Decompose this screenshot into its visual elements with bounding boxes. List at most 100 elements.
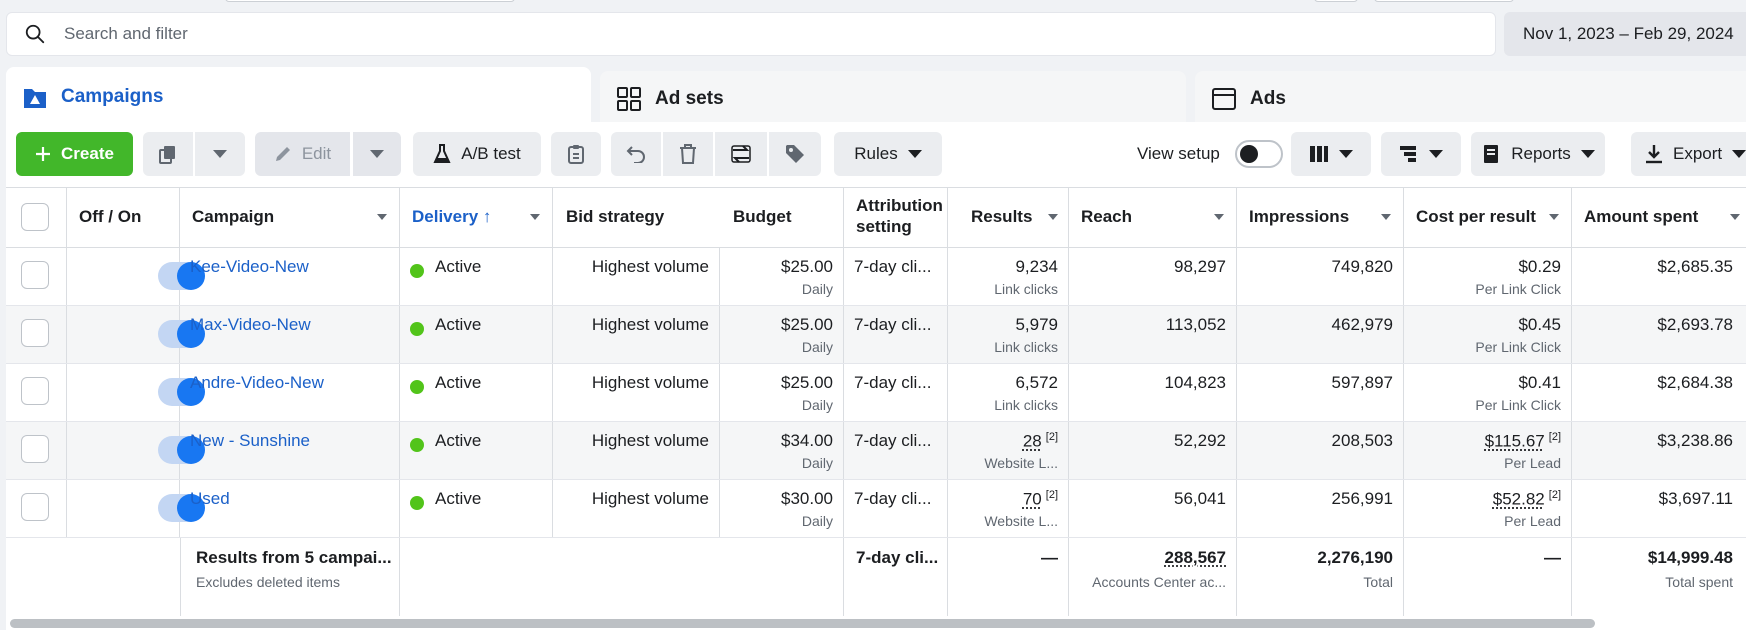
- col-budget[interactable]: Budget: [720, 188, 844, 247]
- trash-icon: [680, 144, 696, 164]
- col-label: Results: [971, 207, 1033, 226]
- col-cost-per-result[interactable]: Cost per result: [1404, 188, 1572, 247]
- footer-cost-cell: —: [1404, 538, 1572, 616]
- row-checkbox[interactable]: [21, 261, 49, 289]
- budget-cell[interactable]: $34.00 Daily: [720, 422, 844, 479]
- campaign-name-link[interactable]: Max-Video-New: [190, 315, 311, 334]
- column-menu-icon[interactable]: [377, 214, 387, 220]
- results-cell: 9,234 Link clicks: [948, 248, 1069, 305]
- create-button[interactable]: Create: [16, 132, 133, 176]
- reach-value: 52,292: [1174, 431, 1226, 450]
- column-menu-icon[interactable]: [1549, 214, 1559, 220]
- export-label: Export: [1673, 144, 1723, 163]
- col-label: Bid strategy: [566, 207, 665, 226]
- col-amount-spent[interactable]: Amount spent: [1572, 188, 1746, 247]
- col-campaign[interactable]: Campaign: [180, 188, 400, 247]
- campaign-on-off-toggle[interactable]: [158, 494, 205, 522]
- search-input[interactable]: [64, 24, 1495, 44]
- reach-cell: 113,052: [1069, 306, 1237, 363]
- col-impressions[interactable]: Impressions: [1237, 188, 1404, 247]
- top-partial-control: [1374, 0, 1514, 2]
- table-row[interactable]: Max-Video-New Active Highest volume $25.00 D…: [6, 306, 1746, 364]
- results-value: 5,979: [1015, 315, 1058, 334]
- breakdown-button[interactable]: [1381, 132, 1461, 176]
- budget-cell[interactable]: $25.00 Daily: [720, 364, 844, 421]
- view-setup-toggle[interactable]: [1235, 140, 1283, 168]
- search-filter-bar[interactable]: [6, 12, 1496, 56]
- footer-subtitle: Excludes deleted items: [196, 574, 340, 590]
- row-select-cell: [6, 306, 67, 363]
- ab-test-button[interactable]: A/B test: [413, 132, 541, 176]
- campaign-name-link[interactable]: Andre-Video-New: [190, 373, 324, 392]
- results-cell: 70 [2] Website L...: [948, 480, 1069, 537]
- col-reach[interactable]: Reach: [1069, 188, 1237, 247]
- budget-cell[interactable]: $30.00 Daily: [720, 480, 844, 537]
- table-header: Off / On Campaign Delivery ↑ Bid strateg…: [6, 188, 1746, 248]
- row-checkbox[interactable]: [21, 377, 49, 405]
- attribution-value: 7-day cli...: [854, 315, 932, 334]
- table-row[interactable]: New - Sunshine Active Highest volume $34.00…: [6, 422, 1746, 480]
- horizontal-scrollbar[interactable]: [10, 619, 1595, 628]
- campaign-name-link[interactable]: New - Sunshine: [190, 431, 311, 450]
- col-results[interactable]: Results: [948, 188, 1069, 247]
- tab-ad-sets[interactable]: Ad sets: [600, 71, 1186, 127]
- reach-value: 104,823: [1164, 373, 1226, 392]
- row-toggle-cell: [67, 422, 205, 479]
- clipboard-button[interactable]: [551, 132, 601, 176]
- undo-button[interactable]: [611, 132, 661, 176]
- reports-button[interactable]: Reports: [1471, 132, 1605, 176]
- impressions-cell: 208,503: [1237, 422, 1404, 479]
- tag-button[interactable]: [769, 132, 821, 176]
- campaign-on-off-toggle[interactable]: [158, 378, 205, 406]
- attribution-cell: 7-day cli...: [844, 422, 948, 479]
- duplicate-dropdown-button[interactable]: [195, 132, 245, 176]
- campaign-name-link[interactable]: Kee-Video-New: [190, 257, 309, 276]
- review-changes-button[interactable]: [715, 132, 767, 176]
- col-label: Campaign: [192, 207, 275, 226]
- campaign-on-off-toggle[interactable]: [158, 262, 205, 290]
- table-row[interactable]: Andre-Video-New Active Highest volume $25.0…: [6, 364, 1746, 422]
- row-checkbox[interactable]: [21, 493, 49, 521]
- status-dot: [410, 264, 424, 278]
- select-all-checkbox[interactable]: [21, 203, 49, 231]
- edit-button[interactable]: Edit: [255, 132, 350, 176]
- budget-cell[interactable]: $25.00 Daily: [720, 248, 844, 305]
- column-menu-icon[interactable]: [1214, 214, 1224, 220]
- campaign-name-link[interactable]: Used: [190, 489, 230, 508]
- campaigns-table: Off / On Campaign Delivery ↑ Bid strateg…: [6, 187, 1746, 616]
- column-menu-icon[interactable]: [530, 214, 540, 220]
- tab-campaigns[interactable]: Campaigns: [6, 67, 591, 127]
- flask-icon: [433, 144, 451, 163]
- footer-title-cell: Results from 5 campai... Excludes delete…: [180, 538, 400, 616]
- campaign-name-cell: Kee-Video-New: [180, 248, 400, 305]
- date-range-picker[interactable]: Nov 1, 2023 – Feb 29, 2024: [1504, 12, 1746, 56]
- column-menu-icon[interactable]: [1730, 214, 1740, 220]
- table-row[interactable]: Kee-Video-New Active Highest volume $25.00 D…: [6, 248, 1746, 306]
- col-bid-strategy[interactable]: Bid strategy: [553, 188, 720, 247]
- rules-button[interactable]: Rules: [834, 132, 942, 176]
- budget-cell[interactable]: $25.00 Daily: [720, 306, 844, 363]
- columns-button[interactable]: [1291, 132, 1371, 176]
- reach-value: 113,052: [1165, 315, 1226, 334]
- footer-attribution-cell: 7-day cli...: [844, 538, 948, 616]
- row-checkbox[interactable]: [21, 435, 49, 463]
- col-attribution[interactable]: Attribution setting: [844, 188, 948, 247]
- duplicate-button[interactable]: [143, 132, 193, 176]
- edit-dropdown-button[interactable]: [353, 132, 401, 176]
- toggle-knob: [177, 494, 205, 522]
- toggle-knob: [177, 436, 205, 464]
- column-menu-icon[interactable]: [1048, 214, 1058, 220]
- delivery-cell: Active: [400, 364, 553, 421]
- export-button[interactable]: Export: [1631, 132, 1746, 176]
- col-delivery[interactable]: Delivery ↑: [400, 188, 553, 247]
- campaign-on-off-toggle[interactable]: [158, 436, 205, 464]
- tab-ads[interactable]: Ads: [1195, 71, 1746, 127]
- row-checkbox[interactable]: [21, 319, 49, 347]
- delete-button[interactable]: [663, 132, 713, 176]
- column-menu-icon[interactable]: [1381, 214, 1391, 220]
- delivery-cell: Active: [400, 480, 553, 537]
- campaign-on-off-toggle[interactable]: [158, 320, 205, 348]
- col-off-on[interactable]: Off / On: [67, 188, 180, 247]
- table-row[interactable]: Used Active Highest volume $30.00 Daily 7-day…: [6, 480, 1746, 538]
- reports-icon: [1484, 145, 1499, 163]
